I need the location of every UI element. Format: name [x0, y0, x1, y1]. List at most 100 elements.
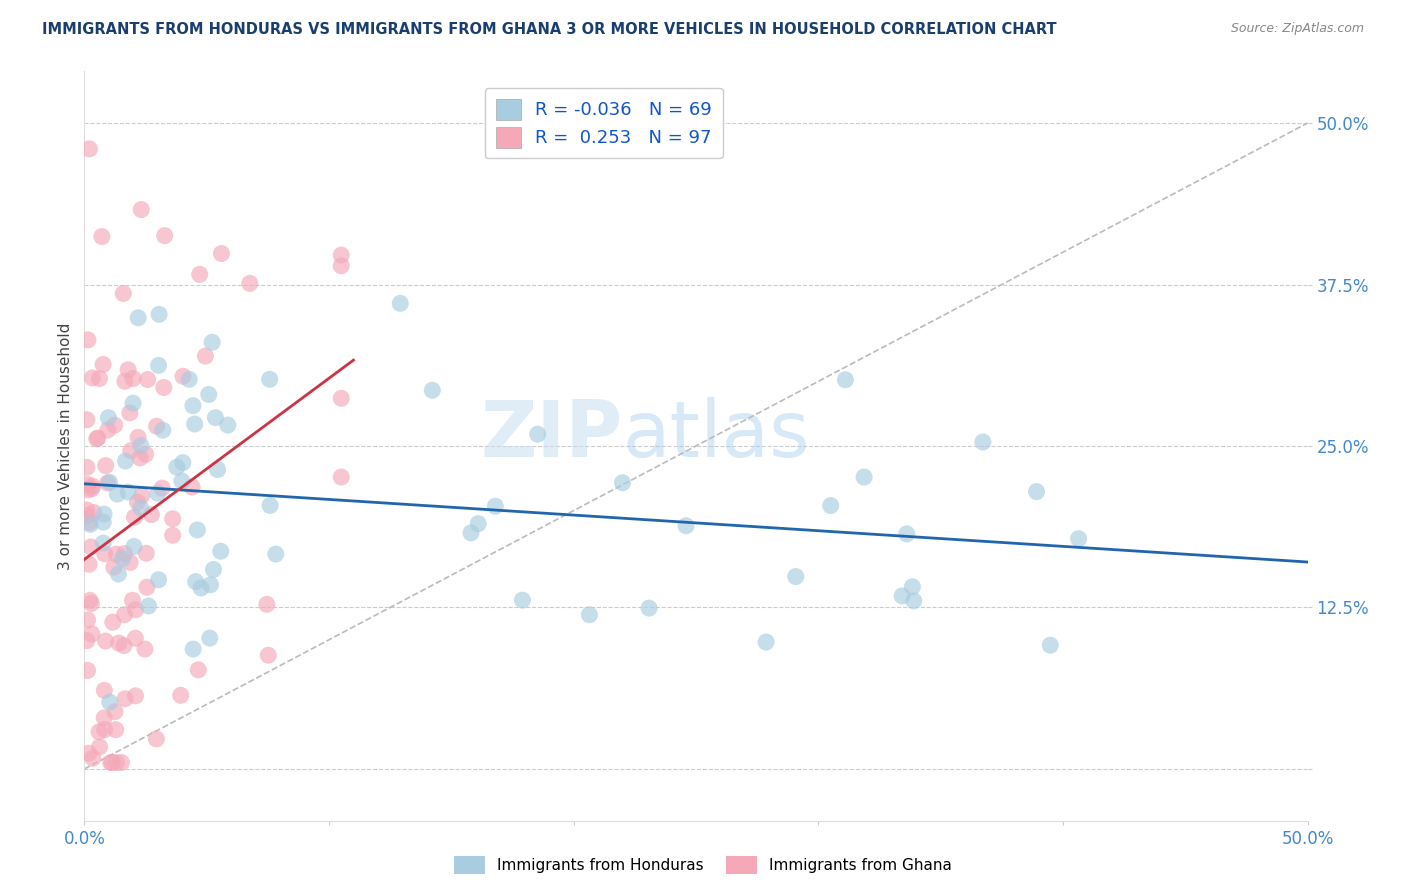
Point: [181, 399, 204, 413]
Point: [112, 639, 135, 653]
Point: [239, 277, 262, 291]
Point: [79, 516, 101, 530]
Point: [420, 384, 443, 398]
Point: [83, 506, 105, 520]
Point: [891, 589, 914, 603]
Point: [77, 746, 100, 760]
Point: [162, 512, 184, 526]
Point: [96, 475, 118, 490]
Point: [186, 523, 208, 537]
Point: [166, 460, 188, 475]
Point: [170, 689, 193, 703]
Point: [76, 477, 98, 491]
Point: [512, 593, 534, 607]
Point: [162, 528, 184, 542]
Point: [82, 751, 104, 765]
Legend: R = -0.036   N = 69, R =  0.253   N = 97: R = -0.036 N = 69, R = 0.253 N = 97: [485, 88, 723, 159]
Point: [148, 573, 170, 587]
Point: [172, 369, 194, 384]
Point: [135, 546, 157, 560]
Point: [526, 427, 548, 442]
Point: [97, 410, 120, 425]
Point: [129, 500, 152, 515]
Point: [124, 689, 146, 703]
Point: [80, 540, 103, 554]
Point: [330, 392, 353, 406]
Point: [217, 418, 239, 433]
Point: [122, 396, 145, 410]
Point: [114, 374, 136, 388]
Point: [131, 488, 153, 502]
Point: [82, 371, 104, 385]
Point: [93, 723, 115, 737]
Point: [91, 358, 114, 372]
Point: [145, 731, 167, 746]
Point: [136, 580, 159, 594]
Point: [187, 663, 209, 677]
Point: [76, 413, 98, 427]
Point: [183, 417, 205, 431]
Point: [93, 507, 115, 521]
Point: [114, 691, 136, 706]
Point: [97, 423, 120, 437]
Point: [134, 642, 156, 657]
Point: [330, 248, 353, 262]
Point: [89, 371, 111, 385]
Point: [79, 517, 101, 532]
Point: [259, 372, 281, 386]
Point: [853, 470, 876, 484]
Point: [755, 635, 778, 649]
Point: [153, 228, 176, 243]
Point: [93, 547, 115, 561]
Point: [77, 483, 100, 497]
Point: [194, 349, 217, 363]
Point: [94, 458, 117, 473]
Point: [114, 547, 136, 561]
Point: [190, 581, 212, 595]
Point: [117, 363, 139, 377]
Point: [86, 432, 108, 446]
Point: [330, 259, 353, 273]
Point: [114, 607, 136, 622]
Point: [89, 739, 111, 754]
Point: [146, 486, 169, 500]
Point: [188, 268, 211, 282]
Point: [785, 569, 807, 583]
Point: [101, 615, 124, 630]
Point: [259, 499, 281, 513]
Point: [1067, 532, 1090, 546]
Point: [80, 597, 103, 611]
Point: [76, 508, 98, 523]
Point: [834, 373, 856, 387]
Point: [484, 500, 506, 514]
Point: [79, 142, 101, 156]
Point: [108, 636, 131, 650]
Point: [118, 406, 141, 420]
Point: [112, 286, 135, 301]
Point: [103, 560, 125, 574]
Text: ZIP: ZIP: [481, 397, 623, 473]
Point: [1025, 484, 1047, 499]
Point: [181, 642, 204, 657]
Point: [612, 475, 634, 490]
Text: atlas: atlas: [623, 397, 810, 473]
Point: [105, 547, 128, 561]
Point: [207, 462, 229, 476]
Point: [209, 246, 232, 260]
Point: [79, 593, 101, 607]
Point: [76, 633, 98, 648]
Point: [76, 460, 98, 475]
Point: [76, 664, 98, 678]
Point: [901, 580, 924, 594]
Point: [197, 387, 219, 401]
Point: [127, 430, 149, 444]
Point: [91, 536, 114, 550]
Point: [152, 423, 174, 437]
Point: [181, 480, 204, 494]
Point: [110, 756, 132, 770]
Point: [104, 723, 127, 737]
Point: [389, 296, 412, 310]
Point: [129, 450, 152, 465]
Point: [467, 516, 489, 531]
Point: [120, 556, 142, 570]
